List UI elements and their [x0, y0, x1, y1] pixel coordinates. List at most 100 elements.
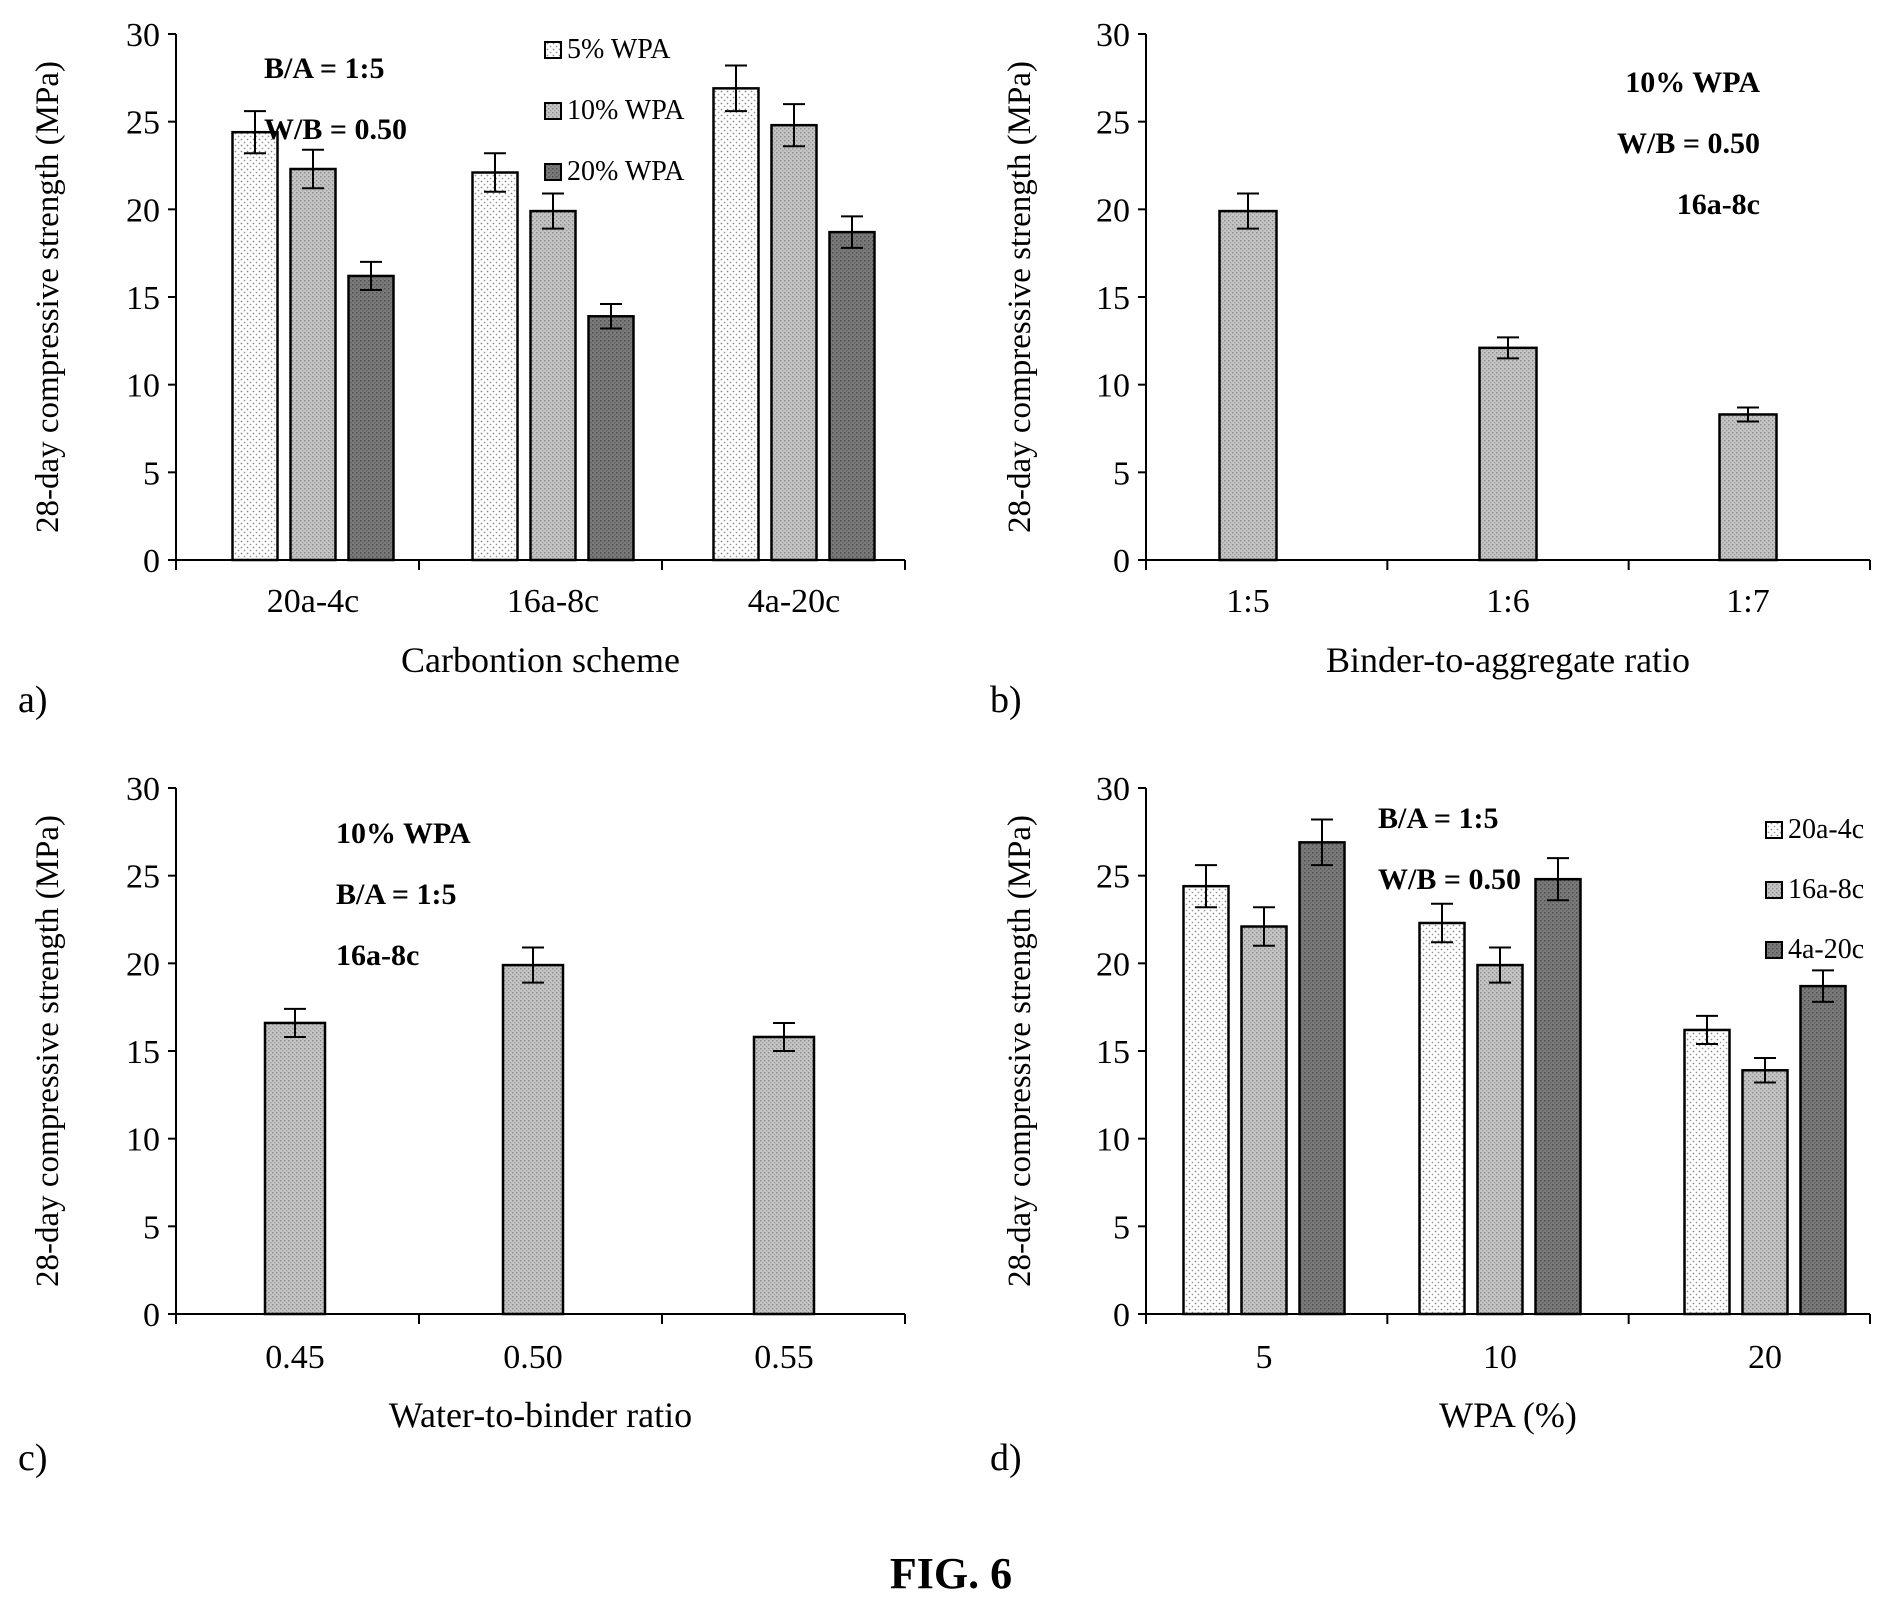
bar — [1298, 841, 1346, 1316]
y-tick-label: 10 — [1096, 1122, 1130, 1159]
bar — [1718, 413, 1778, 562]
x-axis-label: WPA (%) — [1439, 1395, 1577, 1435]
panel-label: a) — [18, 679, 48, 721]
x-tick-label: 10 — [1483, 1339, 1517, 1376]
x-tick-label: 0.55 — [754, 1339, 814, 1376]
chart-panel-3: 0 5 10 15 20 25 30 0.45 0.50 0.55 28-day compressi… — [18, 771, 906, 1479]
y-tick-label: 5 — [143, 455, 160, 492]
annotation: 10% WPA — [1625, 66, 1760, 99]
bar — [712, 87, 760, 562]
annotation: W/B = 0.50 — [264, 113, 407, 146]
x-tick-label: 1:7 — [1726, 583, 1769, 620]
x-tick-label: 0.50 — [503, 1339, 563, 1376]
y-tick-label: 25 — [1096, 859, 1130, 896]
y-tick-label: 20 — [126, 946, 160, 983]
y-tick-label: 0 — [1113, 543, 1130, 580]
y-tick-label: 15 — [126, 1034, 160, 1071]
annotation: 16a-8c — [336, 939, 419, 972]
bar — [289, 167, 337, 562]
legend-swatch — [1765, 881, 1783, 899]
y-tick-label: 30 — [126, 17, 160, 54]
y-tick-label: 10 — [1096, 368, 1130, 405]
legend-swatch — [544, 163, 562, 181]
annotation: 10% WPA — [336, 817, 471, 850]
bar — [828, 230, 876, 562]
legend-swatch — [1765, 821, 1783, 839]
x-axis-label: Binder-to-aggregate ratio — [1326, 640, 1690, 680]
y-tick-label: 5 — [143, 1209, 160, 1246]
legend: 5% WPA 10% WPA 20% WPA — [544, 34, 685, 187]
chart-panel-4: 0 5 10 15 20 25 30 5 10 20 28-day compressive stre… — [990, 771, 1871, 1479]
y-tick-label: 15 — [1096, 280, 1130, 317]
x-tick-label: 1:6 — [1486, 583, 1529, 620]
legend-label: 16a-8c — [1788, 874, 1864, 905]
y-tick-label: 5 — [1113, 1209, 1130, 1246]
legend-swatch — [544, 41, 562, 59]
y-axis-label: 28-day compressive strength (MPa) — [1002, 815, 1038, 1287]
panel-label: b) — [990, 679, 1022, 721]
x-tick-label: 16a-8c — [507, 583, 600, 620]
panel-label: c) — [18, 1437, 48, 1479]
bar — [1418, 921, 1466, 1316]
annotation: 16a-8c — [1677, 188, 1760, 221]
legend-label: 4a-20c — [1788, 934, 1864, 965]
legend-label: 5% WPA — [567, 34, 671, 65]
legend-label: 20% WPA — [567, 156, 685, 187]
bar — [752, 1035, 816, 1316]
x-tick-label: 1:5 — [1226, 583, 1269, 620]
bar — [1182, 884, 1230, 1316]
bar — [347, 274, 395, 562]
bar — [263, 1021, 327, 1316]
bar — [1741, 1069, 1789, 1316]
bar — [1218, 209, 1278, 562]
y-tick-label: 15 — [126, 280, 160, 317]
legend-label: 20a-4c — [1788, 814, 1864, 845]
legend-swatch — [1765, 941, 1783, 959]
bar — [1534, 877, 1582, 1316]
y-tick-label: 25 — [126, 105, 160, 142]
y-tick-label: 5 — [1113, 455, 1130, 492]
annotation: B/A = 1:5 — [336, 878, 456, 911]
annotation: W/B = 0.50 — [1617, 127, 1760, 160]
figure-caption: FIG. 6 — [890, 1549, 1012, 1598]
x-axis-label: Carbontion scheme — [401, 640, 680, 680]
panel-label: d) — [990, 1437, 1022, 1479]
annotation: B/A = 1:5 — [264, 52, 384, 85]
y-tick-label: 20 — [1096, 192, 1130, 229]
bar — [1476, 963, 1524, 1316]
bar — [471, 171, 519, 562]
y-axis-label: 28-day compressive strength (MPa) — [30, 815, 66, 1287]
x-tick-label: 4a-20c — [748, 583, 841, 620]
y-tick-label: 0 — [143, 543, 160, 580]
bar — [1799, 984, 1847, 1316]
bar — [501, 963, 565, 1316]
bar — [587, 315, 635, 562]
y-tick-label: 10 — [126, 1122, 160, 1159]
legend-label: 10% WPA — [567, 95, 685, 126]
x-tick-label: 20a-4c — [267, 583, 360, 620]
y-tick-label: 30 — [126, 771, 160, 808]
y-tick-label: 10 — [126, 368, 160, 405]
bar — [1478, 346, 1538, 562]
y-axis-label: 28-day compressive strength (MPa) — [30, 61, 66, 533]
bar — [770, 123, 818, 562]
bar — [529, 209, 577, 562]
y-tick-label: 25 — [126, 859, 160, 896]
x-axis-label: Water-to-binder ratio — [389, 1395, 692, 1435]
bar — [231, 130, 279, 562]
x-tick-label: 5 — [1256, 1339, 1273, 1376]
y-axis-label: 28-day compressive strength (MPa) — [1002, 61, 1038, 533]
x-tick-label: 20 — [1748, 1339, 1782, 1376]
y-tick-label: 25 — [1096, 105, 1130, 142]
bar — [1240, 925, 1288, 1316]
y-tick-label: 15 — [1096, 1034, 1130, 1071]
y-tick-label: 20 — [1096, 946, 1130, 983]
y-tick-label: 0 — [1113, 1297, 1130, 1334]
legend: 20a-4c 16a-8c 4a-20c — [1765, 814, 1864, 965]
y-tick-label: 20 — [126, 192, 160, 229]
y-tick-label: 0 — [143, 1297, 160, 1334]
chart-panel-2: 0 5 10 15 20 25 30 1:5 1:6 1:7 28-day compressive … — [990, 17, 1871, 721]
x-tick-label: 0.45 — [265, 1339, 325, 1376]
annotation: B/A = 1:5 — [1378, 802, 1498, 835]
